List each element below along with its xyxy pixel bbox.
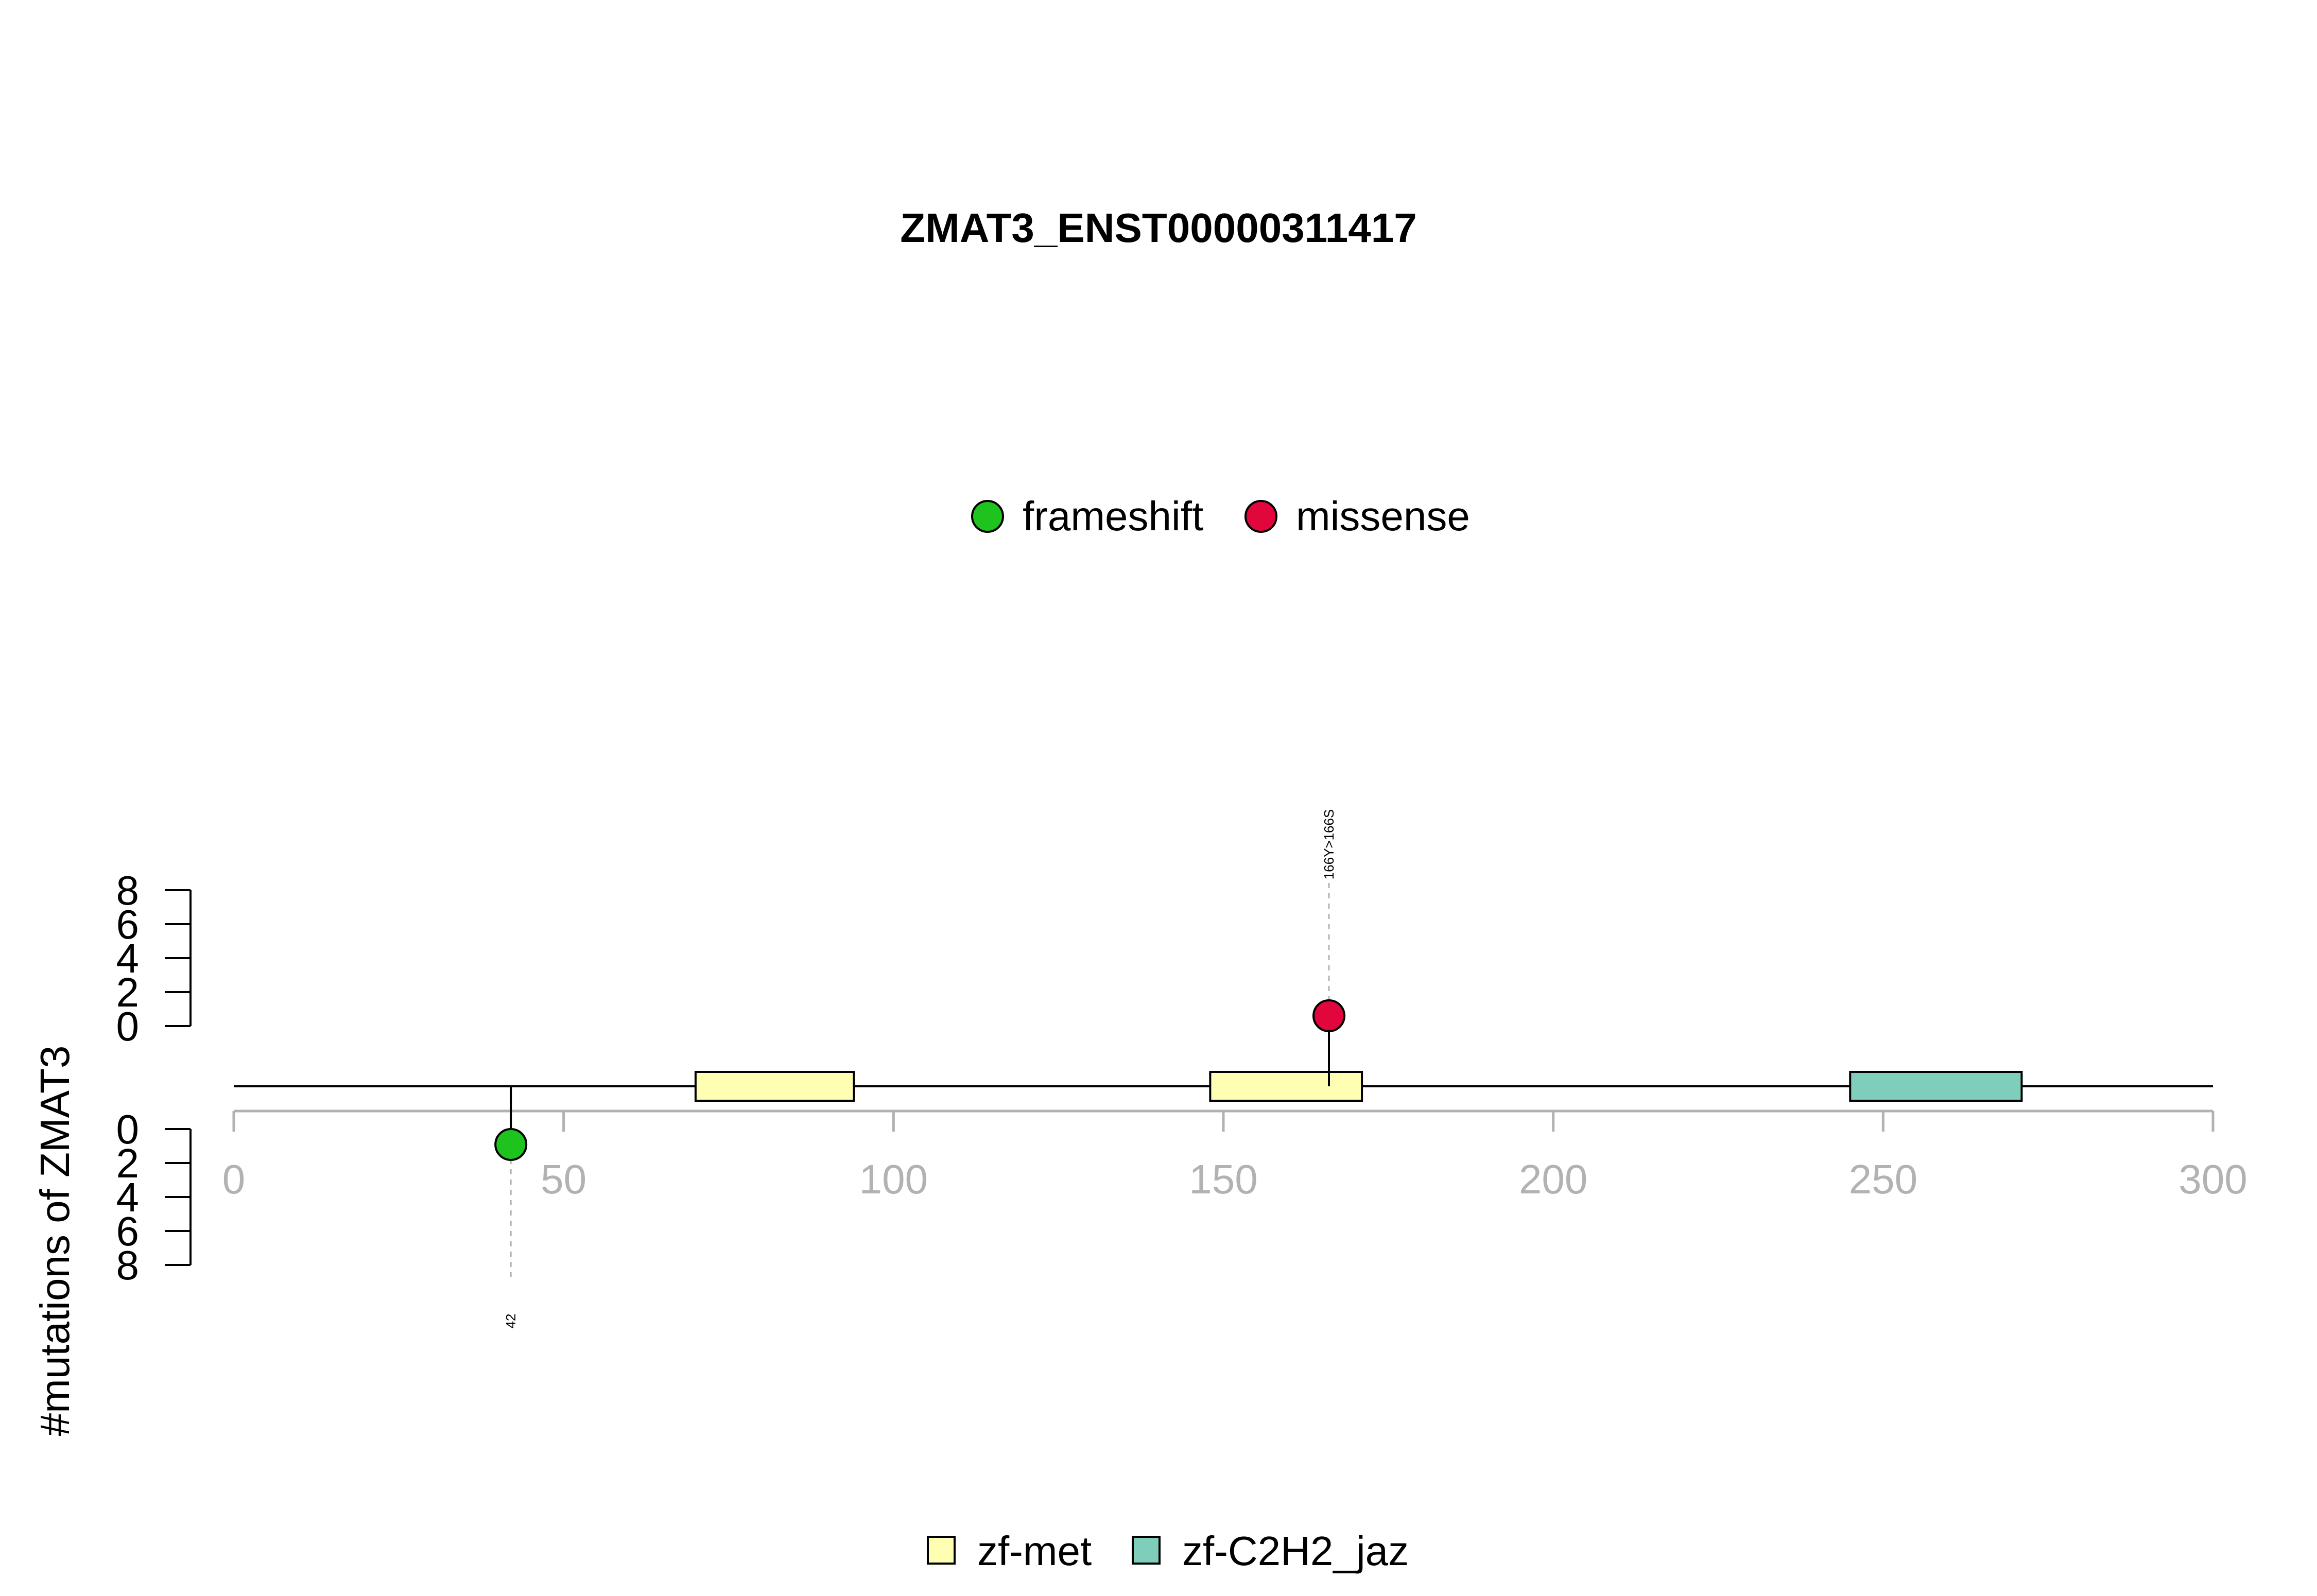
legend-label-frameshift: frameshift — [1023, 493, 1203, 539]
x-tick-label: 300 — [2178, 1156, 2247, 1202]
y-tick-label: 4 — [116, 1174, 140, 1220]
y-tick-label: 2 — [116, 969, 140, 1015]
legend-marker-missense — [1244, 500, 1277, 533]
mutation-marker-missense — [1312, 999, 1346, 1032]
mutation-legend: frameshift missense — [971, 493, 1470, 539]
domain-legend: zf-met zf-C2H2_jaz — [927, 1528, 1409, 1574]
x-tick-label: 200 — [1519, 1156, 1587, 1202]
legend-marker-frameshift — [971, 500, 1004, 533]
x-tick-label: 250 — [1849, 1156, 1917, 1202]
y-tick-label: 4 — [116, 935, 140, 981]
y-tick-label: 8 — [116, 868, 140, 913]
legend-label-zf-met: zf-met — [977, 1528, 1092, 1574]
y-axis-label: #mutations of ZMAT3 — [32, 1046, 78, 1436]
x-tick-label: 0 — [222, 1156, 246, 1202]
domain-box-zf-C2H2_jaz — [1849, 1071, 2023, 1102]
legend-box-zf-C2H2_jaz — [1132, 1536, 1161, 1565]
legend-label-zf-C2H2_jaz: zf-C2H2_jaz — [1182, 1528, 1409, 1574]
x-tick-label: 150 — [1189, 1156, 1257, 1202]
mutation-lollipops: 42 166Y>166S — [494, 809, 1346, 1329]
mutation-marker-frameshift — [494, 1128, 528, 1161]
mutation-label: 42 — [503, 1314, 518, 1329]
y-tick-label: 0 — [116, 1106, 140, 1152]
y-tick-label: 0 — [116, 1003, 140, 1049]
y-tick-label: 2 — [116, 1140, 140, 1186]
legend-label-missense: missense — [1296, 493, 1470, 539]
y-tick-label: 6 — [116, 1208, 140, 1254]
domain-box-zf-met — [694, 1071, 855, 1102]
y-tick-label: 8 — [116, 1242, 140, 1288]
x-tick-label: 100 — [859, 1156, 928, 1202]
mutation-label: 166Y>166S — [1321, 809, 1337, 880]
y-tick-label: 6 — [116, 901, 140, 947]
x-tick-label: 50 — [541, 1156, 586, 1202]
x-axis: 0 50 100 150 200 250 300 — [222, 1109, 2247, 1202]
domain-box-zf-met — [1209, 1071, 1363, 1102]
domain-boxes — [694, 1071, 2023, 1102]
legend-box-zf-met — [927, 1536, 956, 1565]
chart-title: ZMAT3_ENST00000311417 — [900, 205, 1417, 251]
